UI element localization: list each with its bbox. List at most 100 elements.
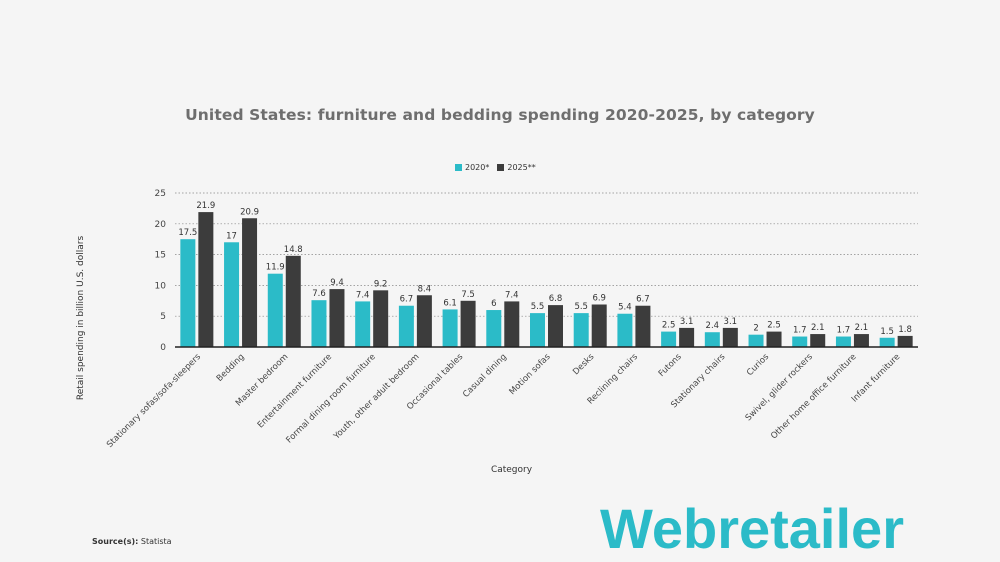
data-label: 3.1 xyxy=(724,317,738,327)
bar-2025 xyxy=(242,218,258,347)
bar-2025 xyxy=(810,334,826,347)
data-label: 2.1 xyxy=(855,323,869,333)
x-tick-label: Curios xyxy=(745,352,771,378)
x-tick-label: Motion sofas xyxy=(508,352,554,398)
bar-2025 xyxy=(504,301,520,347)
x-tick-label: Stationary sofas/sofa-sleepers xyxy=(105,352,203,450)
data-label: 2.5 xyxy=(767,321,781,331)
data-label: 17 xyxy=(226,231,237,241)
x-tick-label: Entertainment furniture xyxy=(256,352,334,430)
data-label: 1.5 xyxy=(880,327,894,337)
data-label: 7.4 xyxy=(505,290,519,300)
bar-2020 xyxy=(486,310,502,347)
data-label: 2.1 xyxy=(811,323,825,333)
bar-2020 xyxy=(530,313,545,347)
bar-2025 xyxy=(285,255,301,347)
bar-2025 xyxy=(198,212,214,347)
legend-swatch-2025 xyxy=(497,164,505,171)
bar-2025 xyxy=(460,300,476,347)
bar-2025 xyxy=(416,295,432,347)
bar-2025 xyxy=(679,327,695,347)
bar-2025 xyxy=(722,327,738,347)
legend: 2020* 2025** xyxy=(455,163,536,172)
bar-2020 xyxy=(442,309,458,347)
source-value: Statista xyxy=(140,537,172,546)
x-tick-label: Desks xyxy=(571,352,597,378)
legend-swatch-2020 xyxy=(455,164,462,171)
bar-2025 xyxy=(329,289,345,347)
data-label: 21.9 xyxy=(196,201,215,211)
x-tick-label: Other home office furniture xyxy=(769,352,858,441)
data-label: 6.7 xyxy=(636,295,650,305)
chart-title: United States: furniture and bedding spe… xyxy=(185,106,815,124)
legend-label-2025: 2025** xyxy=(507,163,536,172)
x-tick-label: Casual dining xyxy=(461,352,509,400)
y-tick-label: 15 xyxy=(155,251,166,261)
bar-2020 xyxy=(573,313,589,347)
bar-2020 xyxy=(267,273,283,347)
y-tick-label: 0 xyxy=(160,343,166,353)
source-label: Source(s): xyxy=(92,537,139,546)
bar-2020 xyxy=(180,239,196,347)
data-label: 6.7 xyxy=(400,295,414,305)
source-note: Source(s): Statista xyxy=(92,537,172,546)
data-label: 8.4 xyxy=(418,284,432,294)
data-label: 5.5 xyxy=(574,302,588,312)
data-label: 7.4 xyxy=(356,290,370,300)
webretailer-logo: Webretailer xyxy=(600,498,904,558)
legend-item-2025[interactable]: 2025** xyxy=(497,163,536,172)
data-label: 20.9 xyxy=(240,207,259,217)
legend-item-2020[interactable]: 2020* xyxy=(455,163,489,172)
x-tick-label: Bedding xyxy=(215,352,247,384)
data-label: 3.1 xyxy=(680,317,694,327)
data-label: 1.8 xyxy=(898,325,912,335)
bar-2020 xyxy=(704,332,720,347)
bar-2020 xyxy=(835,336,851,347)
x-axis-title: Category xyxy=(491,465,533,475)
data-label: 14.8 xyxy=(284,245,303,255)
y-tick-label: 10 xyxy=(155,281,167,291)
data-label: 5.4 xyxy=(618,303,632,313)
data-label: 17.5 xyxy=(178,228,197,238)
bar-2020 xyxy=(748,334,764,347)
data-label: 2.4 xyxy=(706,321,720,331)
x-tick-label: Formal dining room furniture xyxy=(284,352,377,445)
data-label: 6 xyxy=(491,299,496,309)
bar-2020 xyxy=(661,331,677,347)
bar-2020 xyxy=(617,313,633,347)
x-tick-label: Youth, other adult bedroom xyxy=(331,352,421,442)
data-label: 9.2 xyxy=(374,279,388,289)
logo-wordmark: Webretailer xyxy=(600,498,904,558)
bar-2020 xyxy=(224,242,240,347)
x-tick-label: Futons xyxy=(657,352,684,379)
bar-2025 xyxy=(853,334,869,347)
bar-2025 xyxy=(766,331,782,347)
data-label: 9.4 xyxy=(330,278,344,288)
y-tick-label: 25 xyxy=(155,189,166,199)
data-label: 6.8 xyxy=(549,294,563,304)
data-label: 6.1 xyxy=(443,298,457,308)
bar-2020 xyxy=(398,305,414,347)
bar-2020 xyxy=(311,300,327,347)
bar-2020 xyxy=(355,301,371,347)
y-axis-title: Retail spending in billion U.S. dollars xyxy=(76,236,86,401)
y-tick-label: 20 xyxy=(155,220,167,230)
bar-2025 xyxy=(373,290,389,347)
legend-label-2020: 2020* xyxy=(465,163,490,172)
y-tick-label: 5 xyxy=(160,312,166,322)
data-label: 11.9 xyxy=(266,263,285,273)
bar-2020 xyxy=(879,337,895,347)
data-label: 7.6 xyxy=(312,289,326,299)
bar-2025 xyxy=(591,304,607,347)
bar-2025 xyxy=(897,335,913,347)
data-label: 7.5 xyxy=(461,290,475,300)
data-label: 1.7 xyxy=(793,326,807,336)
data-label: 1.7 xyxy=(837,326,851,336)
data-label: 2.5 xyxy=(662,321,676,331)
data-label: 5.5 xyxy=(531,302,545,312)
bar-2025 xyxy=(548,305,563,347)
data-label: 6.9 xyxy=(592,293,606,303)
bar-2020 xyxy=(792,336,808,347)
data-label: 2 xyxy=(753,324,758,334)
